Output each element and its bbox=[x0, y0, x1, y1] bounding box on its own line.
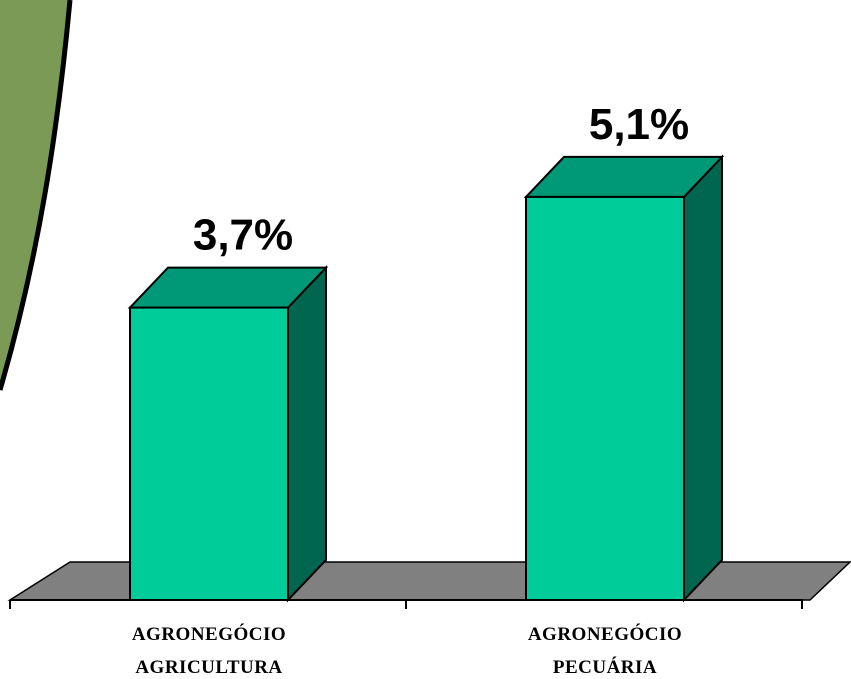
background-swoosh bbox=[0, 0, 70, 390]
category-labels: AGRONEGÓCIO AGRICULTURA AGRONEGÓCIO PECUÁRI… bbox=[132, 623, 682, 678]
category-label: AGRONEGÓCIO bbox=[132, 623, 286, 645]
bars bbox=[127, 154, 725, 603]
bar bbox=[127, 265, 329, 603]
category-label: AGRONEGÓCIO bbox=[528, 623, 682, 645]
background-swoosh-edge bbox=[0, 0, 73, 391]
bar-front bbox=[525, 195, 685, 601]
bar-side bbox=[683, 154, 723, 603]
data-labels: 3,7% 5,1% bbox=[193, 100, 689, 260]
data-label: 3,7% bbox=[193, 211, 293, 260]
category-label: PECUÁRIA bbox=[553, 656, 657, 678]
category-label: AGRICULTURA bbox=[135, 657, 282, 678]
bar-front bbox=[129, 306, 289, 601]
data-label: 5,1% bbox=[589, 100, 689, 149]
bar-side bbox=[287, 265, 327, 603]
bar bbox=[523, 154, 725, 603]
